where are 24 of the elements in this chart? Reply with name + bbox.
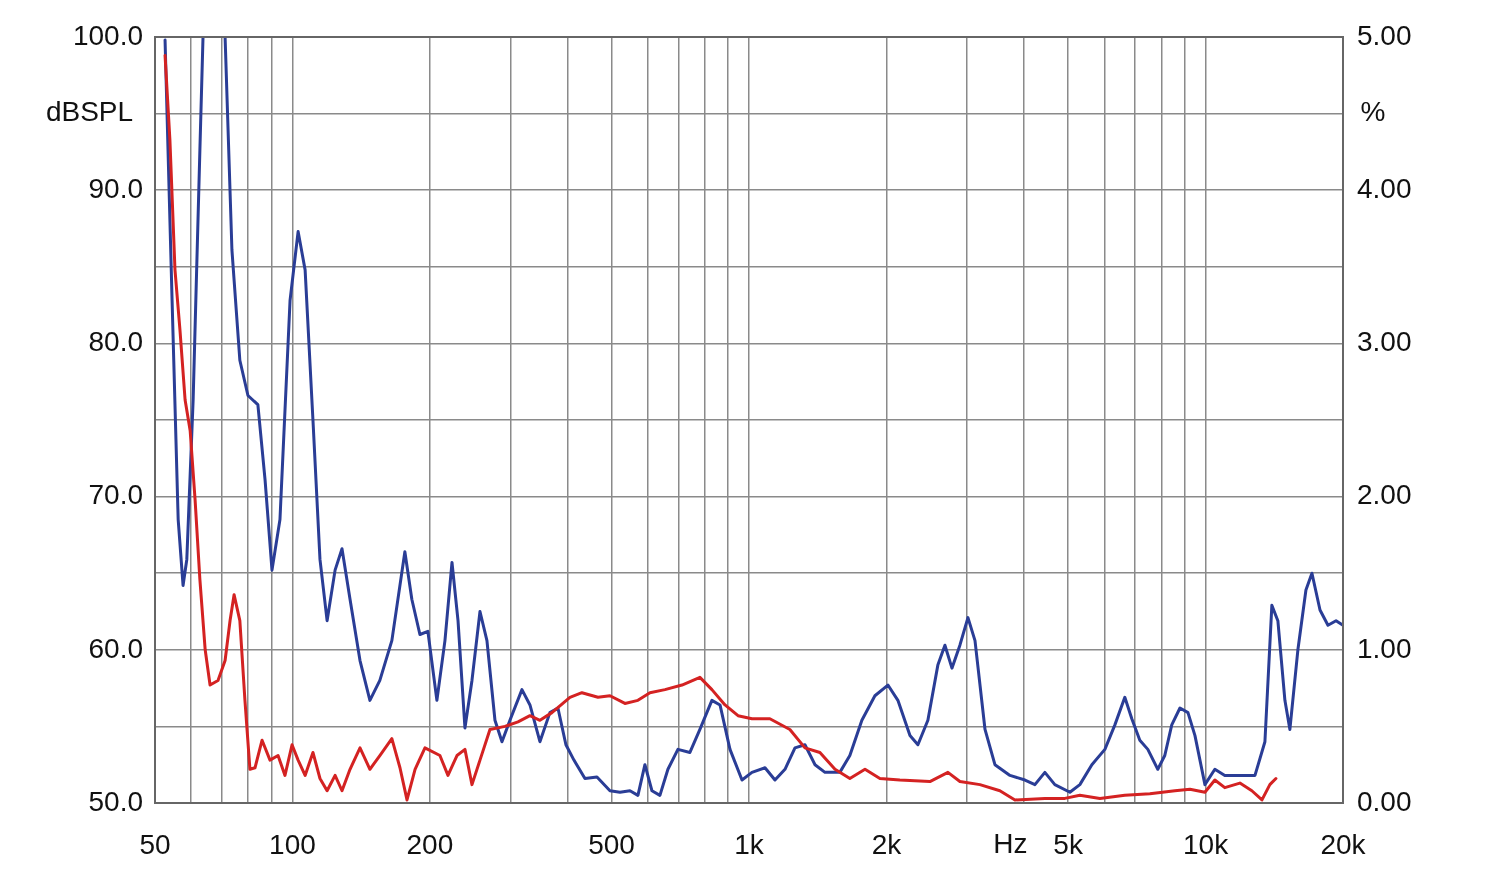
- y2-axis-title: %: [1360, 96, 1386, 128]
- y-tick-label: 100.0: [72, 19, 143, 51]
- y-tick-label: 80.0: [88, 326, 143, 358]
- x-tick-label: 20k: [1320, 828, 1367, 860]
- y2-tick-label: 5.00: [1357, 19, 1412, 51]
- x-tick-label: 50: [139, 828, 171, 860]
- y-tick-label: 90.0: [88, 172, 143, 204]
- x-tick-label: 2k: [871, 828, 903, 860]
- y-axis-title: dBSPL: [45, 96, 134, 128]
- x-tick-label: 100: [269, 828, 316, 860]
- x-tick-label: 10k: [1182, 828, 1230, 860]
- y2-tick-label: 4.00: [1357, 172, 1412, 204]
- x-tick-label: 5k: [1053, 828, 1084, 860]
- y2-tick-label: 2.00: [1357, 479, 1412, 511]
- y-tick-label: 70.0: [88, 479, 143, 511]
- y2-tick-label: 3.00: [1357, 326, 1412, 358]
- x-tick-label: 500: [588, 828, 635, 860]
- y2-tick-label: 1.00: [1357, 632, 1412, 664]
- x-axis-title: Hz: [993, 827, 1028, 859]
- x-tick-label: 200: [406, 828, 454, 860]
- y-tick-label: 50.0: [88, 785, 143, 817]
- y2-tick-label: 0.00: [1357, 785, 1412, 817]
- x-tick-label: 1k: [734, 828, 765, 860]
- y-tick-label: 60.0: [88, 632, 143, 664]
